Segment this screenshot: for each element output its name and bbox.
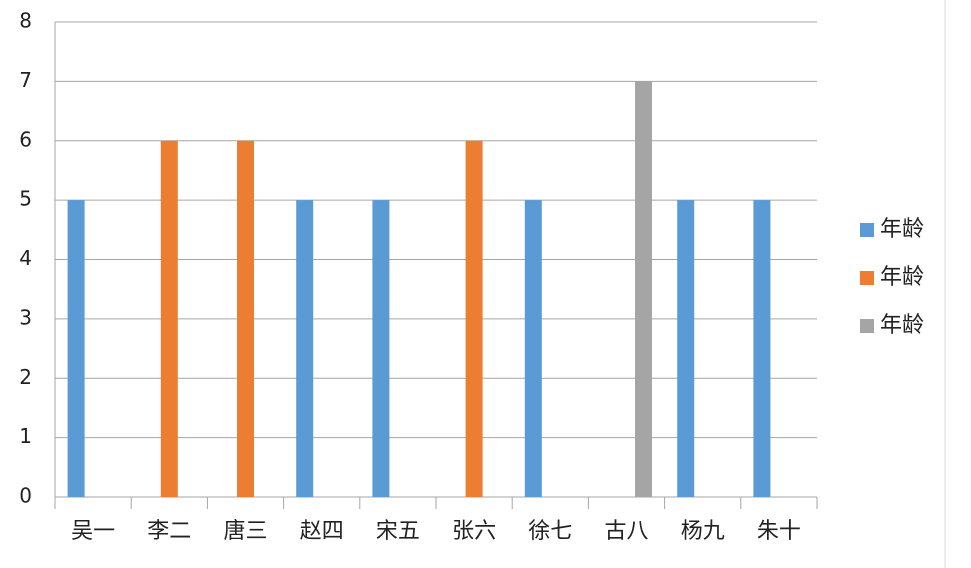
y-tick-label: 5 bbox=[19, 187, 32, 211]
x-tick-label: 李二 bbox=[147, 519, 191, 544]
x-tick-label: 古八 bbox=[604, 519, 648, 544]
y-tick-label: 4 bbox=[19, 246, 32, 270]
legend-swatch bbox=[860, 319, 874, 333]
y-tick-label: 3 bbox=[19, 305, 32, 329]
bar bbox=[524, 200, 542, 497]
bar bbox=[372, 200, 390, 497]
bar bbox=[753, 200, 771, 497]
y-tick-label: 7 bbox=[19, 68, 32, 92]
bar bbox=[465, 140, 483, 497]
legend-swatch bbox=[860, 223, 874, 237]
x-tick-label: 宋五 bbox=[376, 519, 420, 544]
x-tick-label: 朱十 bbox=[757, 519, 801, 544]
x-tick-label: 徐七 bbox=[528, 519, 572, 544]
x-tick-label: 赵四 bbox=[300, 519, 344, 544]
y-tick-label: 1 bbox=[19, 424, 32, 448]
x-tick-label: 张六 bbox=[452, 519, 496, 544]
y-tick-label: 6 bbox=[19, 127, 32, 151]
bar bbox=[677, 200, 695, 497]
y-tick-label: 0 bbox=[19, 484, 32, 508]
bar bbox=[237, 140, 254, 497]
bar bbox=[160, 140, 178, 497]
x-tick-label: 唐三 bbox=[223, 519, 267, 544]
legend-swatch bbox=[860, 271, 874, 285]
bar bbox=[635, 81, 652, 497]
x-tick-label: 杨九 bbox=[681, 519, 725, 544]
legend-label: 年龄 bbox=[880, 313, 924, 338]
bar bbox=[67, 200, 85, 497]
y-tick-label: 2 bbox=[19, 365, 32, 389]
legend-label: 年龄 bbox=[880, 217, 924, 242]
y-tick-label: 8 bbox=[19, 9, 32, 33]
legend-label: 年龄 bbox=[880, 265, 924, 290]
x-tick-label: 吴一 bbox=[71, 519, 115, 544]
bar bbox=[296, 200, 314, 497]
